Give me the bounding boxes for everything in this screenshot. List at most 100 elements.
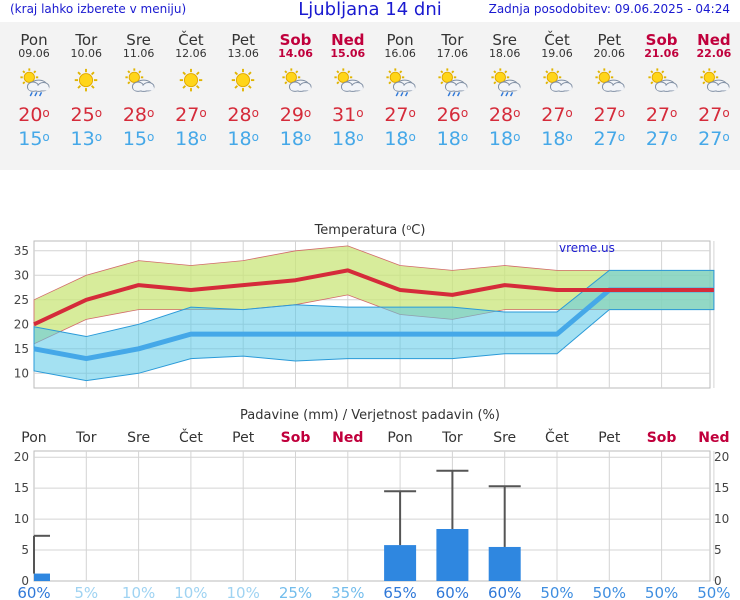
sun-rain-icon <box>20 68 50 97</box>
max-temp: 28o <box>488 104 521 126</box>
min-temp-range-band <box>33 269 715 382</box>
max-temp: 31o <box>332 104 364 126</box>
x-tick-label: Sre <box>127 430 150 446</box>
forecast-day: Ned 22.06 27o 27o <box>688 22 740 151</box>
day-date: 14.06 <box>278 47 313 60</box>
sun-cloud-icon <box>595 68 625 92</box>
last-update-label: Zadnja posodobitev: 09.06.2025 - 04:24 <box>488 2 730 16</box>
day-date: 19.06 <box>541 47 573 60</box>
precipitation-probability-label: 65% <box>383 584 416 600</box>
day-date: 09.06 <box>18 47 50 60</box>
min-temp: 27o <box>645 128 678 150</box>
day-name: Tor <box>75 31 98 49</box>
min-temp: 13o <box>70 128 103 150</box>
sun-icon <box>231 68 255 92</box>
y-tick-label: 10 <box>14 366 29 380</box>
precipitation-probability-label: 10% <box>174 584 207 600</box>
x-tick-label: Ned <box>698 430 729 446</box>
day-name: Sob <box>279 31 312 49</box>
forecast-day: Pon 09.06 20o 15o <box>8 22 60 151</box>
y-tick-label-left: 20 <box>14 450 29 464</box>
y-tick-label-left: 10 <box>14 512 29 526</box>
location-menu-hint[interactable]: (kraj lahko izberete v meniju) <box>10 2 187 16</box>
y-tick-label: 35 <box>14 244 29 258</box>
sun-rain-icon <box>386 68 416 97</box>
precipitation-probability-label: 35% <box>331 584 364 600</box>
day-name: Sre <box>492 31 517 49</box>
min-temp-line <box>33 287 714 362</box>
min-temp: 15o <box>122 128 155 150</box>
precipitation-probability-label: 50% <box>540 584 573 600</box>
forecast-day: Tor 10.06 25o 13o <box>60 22 112 151</box>
min-temp: 18o <box>227 128 259 150</box>
day-name: Pon <box>20 31 48 49</box>
sun-cloud-icon <box>543 68 573 92</box>
forecast-day: Sre 11.06 28o 15o <box>113 22 165 151</box>
precipitation-probability-label: 10% <box>227 584 260 600</box>
y-tick-label: 20 <box>14 317 29 331</box>
max-temp: 27o <box>645 104 678 126</box>
day-date: 13.06 <box>227 47 259 60</box>
day-name: Ned <box>697 31 731 49</box>
y-tick-label-left: 15 <box>14 481 29 495</box>
day-name: Pet <box>231 31 255 49</box>
max-temp: 29o <box>279 104 312 126</box>
y-tick-label-right: 20 <box>714 450 729 464</box>
max-temp: 28o <box>122 104 155 126</box>
precipitation-bar <box>384 545 417 581</box>
y-tick-label: 15 <box>14 342 29 356</box>
day-name: Sob <box>645 31 678 49</box>
max-temp: 27o <box>175 104 207 126</box>
day-date: 11.06 <box>122 47 155 60</box>
sun-cloud-icon <box>700 68 730 92</box>
x-tick-label: Čet <box>179 428 203 446</box>
x-tick-label: Sob <box>281 430 311 446</box>
forecast-charts: Temperatura (oC) 10 15 20 25 30 35 vreme.us Pada… <box>14 223 731 600</box>
min-temp: 18o <box>384 128 416 150</box>
sun-icon <box>179 68 203 92</box>
day-name: Čet <box>178 31 204 49</box>
forecast-day: Pet 13.06 28o 18o <box>217 22 269 151</box>
min-temp: 18o <box>332 128 364 150</box>
day-date: 20.06 <box>593 47 626 60</box>
day-date: 18.06 <box>488 47 521 60</box>
y-tick-label-right: 0 <box>714 574 722 588</box>
min-temp: 18o <box>175 128 207 150</box>
forecast-day: Sob 14.06 29o 18o <box>270 22 322 151</box>
forecast-day: Ned 15.06 31o 18o <box>322 22 374 151</box>
day-name: Tor <box>441 31 464 49</box>
day-date: 17.06 <box>436 47 469 60</box>
y-tick-label-right: 15 <box>714 481 729 495</box>
precipitation-bar <box>488 546 521 581</box>
precipitation-probability-label: 5% <box>74 584 98 600</box>
precipitation-bar <box>34 573 50 581</box>
max-temp: 27o <box>593 104 626 126</box>
day-name: Čet <box>544 31 570 49</box>
max-temp: 27o <box>698 104 730 126</box>
min-temp: 15o <box>18 128 50 150</box>
max-temp: 27o <box>384 104 416 126</box>
y-tick-label-left: 5 <box>21 543 29 557</box>
min-temp: 18o <box>541 128 573 150</box>
min-temp: 27o <box>593 128 626 150</box>
temperature-chart: Temperatura (oC) 10 15 20 25 30 35 vreme.us <box>14 223 715 389</box>
precipitation-bar <box>436 529 469 581</box>
max-temp: 26o <box>436 104 469 126</box>
x-tick-label: Tor <box>75 430 97 446</box>
x-tick-label: Pet <box>598 430 621 446</box>
precipitation-probability-label: 10% <box>122 584 155 600</box>
page-title: Ljubljana 14 dni <box>298 0 442 20</box>
sun-cloud-icon <box>125 68 155 92</box>
y-tick-label: 25 <box>14 293 29 307</box>
precipitation-plot-area <box>33 450 711 582</box>
forecast-day: Sre 18.06 28o 18o <box>479 22 531 151</box>
sun-rain-icon <box>438 68 468 97</box>
precipitation-probability-label: 50% <box>697 584 730 600</box>
day-date: 10.06 <box>70 47 103 60</box>
x-tick-label: Ned <box>332 430 363 446</box>
forecast-day: Tor 17.06 26o 18o <box>426 22 478 151</box>
x-tick-label: Pon <box>387 430 412 446</box>
max-temp: 27o <box>541 104 573 126</box>
day-date: 12.06 <box>175 47 207 60</box>
x-tick-label: Tor <box>441 430 463 446</box>
